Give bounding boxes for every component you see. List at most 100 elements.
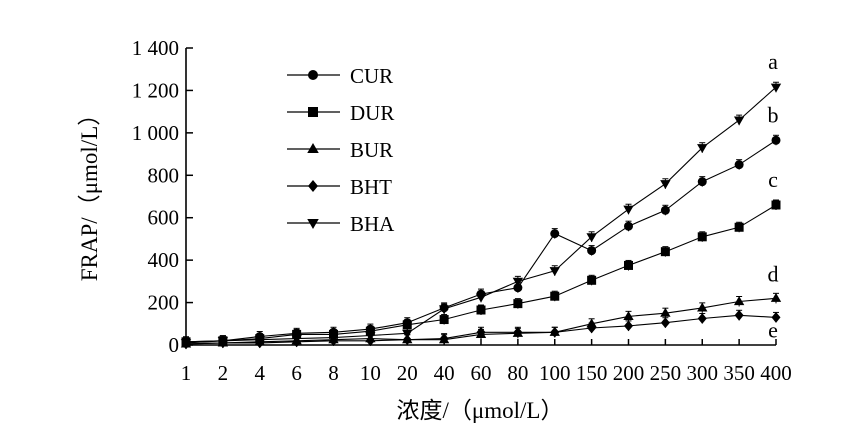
y-axis-title: FRAP/（μmol/L）: [77, 103, 102, 281]
data-point-dur: [697, 232, 707, 242]
curve-letter-e: e: [768, 317, 778, 342]
data-point-bha: [623, 205, 634, 215]
legend-label: BUR: [350, 138, 393, 162]
y-tick-label: 800: [148, 163, 180, 187]
data-point-dur: [624, 260, 633, 270]
data-point-dur: [771, 200, 781, 210]
data-point-bha: [733, 116, 745, 126]
axes: 0 200 400 600 800 1 000 1 200 1 400 1 2 4 6 8 10 20 40 6…: [132, 36, 792, 385]
x-tick-label: 6: [291, 361, 302, 385]
legend-item-bht: BHT: [287, 175, 392, 199]
data-point-dur: [660, 247, 670, 257]
legend-item-bur: BUR: [287, 138, 393, 162]
data-point-bht: [476, 326, 486, 338]
x-tick-label: 20: [397, 361, 418, 385]
data-point-dur: [550, 291, 560, 301]
data-point-cur: [771, 135, 781, 145]
data-point-cur: [513, 283, 523, 293]
data-point-bha: [438, 305, 450, 315]
data-point-dur: [513, 299, 523, 309]
x-tick-label: 80: [507, 361, 528, 385]
y-tick-label: 1 000: [132, 121, 179, 145]
curve-letter-d: d: [768, 261, 779, 286]
y-tick-label: 200: [148, 291, 180, 315]
data-point-bha: [660, 180, 671, 190]
data-point-cur: [550, 229, 560, 239]
x-tick-label: 1: [181, 361, 192, 385]
legend: CUR DUR BUR BHT BHA: [287, 64, 395, 236]
data-point-cur: [624, 221, 633, 231]
data-point-bha: [291, 335, 302, 345]
data-point-bht: [550, 326, 560, 338]
data-point-bha: [254, 336, 265, 346]
data-point-bht: [660, 317, 670, 329]
data-point-dur: [439, 315, 449, 325]
data-point-bha: [770, 83, 782, 93]
data-point-bht: [513, 326, 523, 338]
legend-label: DUR: [350, 101, 394, 125]
curve-letter-c: c: [768, 167, 778, 192]
data-point-bha: [475, 293, 487, 303]
legend-marker-bht: [308, 180, 318, 192]
series-lines: b c d e a: [180, 49, 782, 350]
x-tick-label: 100: [539, 361, 571, 385]
x-tick-label: 2: [218, 361, 229, 385]
data-point-bur: [697, 302, 708, 312]
data-point-bht: [771, 312, 781, 323]
y-tick-label: 1 200: [132, 78, 179, 102]
x-tick-label: 200: [613, 361, 645, 385]
y-tick-label: 1 400: [132, 36, 179, 60]
data-point-cur: [734, 160, 744, 170]
data-point-bha: [180, 339, 192, 349]
data-point-bht: [697, 313, 707, 324]
data-point-bha: [217, 337, 229, 347]
legend-marker-cur: [308, 70, 318, 80]
x-tick-label: 250: [650, 361, 682, 385]
legend-label: BHT: [350, 175, 392, 199]
y-tick-label: 600: [148, 206, 180, 230]
legend-label: BHA: [350, 212, 395, 236]
x-tick-label: 400: [760, 361, 792, 385]
data-point-bha: [365, 331, 376, 341]
data-point-bha: [586, 233, 597, 243]
data-point-bha: [328, 333, 339, 343]
legend-marker-dur: [308, 107, 318, 117]
data-point-bha: [549, 267, 560, 277]
data-point-bur: [733, 296, 745, 306]
curve-letter-a: a: [768, 49, 778, 74]
legend-item-bha: BHA: [287, 212, 395, 236]
data-point-dur: [476, 305, 486, 315]
x-tick-label: 4: [255, 361, 266, 385]
data-point-bht: [402, 334, 412, 346]
series-bha: a: [180, 49, 782, 349]
y-tick-label: 0: [169, 333, 180, 357]
curve-letter-b: b: [768, 102, 779, 127]
data-point-bha: [402, 329, 413, 339]
x-tick-label: 8: [328, 361, 339, 385]
legend-label: CUR: [350, 64, 393, 88]
data-point-bur: [623, 310, 634, 320]
x-tick-label: 60: [471, 361, 492, 385]
legend-item-cur: CUR: [287, 64, 393, 88]
x-tick-label: 150: [576, 361, 608, 385]
data-point-bht: [734, 309, 744, 321]
legend-marker-bha: [307, 219, 319, 229]
x-tick-label: 350: [723, 361, 755, 385]
x-tick-label: 300: [687, 361, 719, 385]
data-point-dur: [587, 275, 597, 285]
data-point-dur: [402, 320, 412, 330]
series-line-dur: [185, 204, 777, 343]
x-tick-label: 10: [360, 361, 381, 385]
data-point-bur: [770, 292, 782, 302]
data-point-bht: [624, 320, 633, 332]
data-point-bht: [439, 333, 449, 345]
data-point-cur: [697, 177, 707, 187]
data-point-cur: [587, 246, 597, 256]
data-point-dur: [734, 222, 744, 232]
data-point-bha: [697, 144, 708, 154]
data-point-bur: [660, 307, 671, 317]
data-point-bha: [512, 277, 524, 287]
x-tick-label: 40: [434, 361, 455, 385]
